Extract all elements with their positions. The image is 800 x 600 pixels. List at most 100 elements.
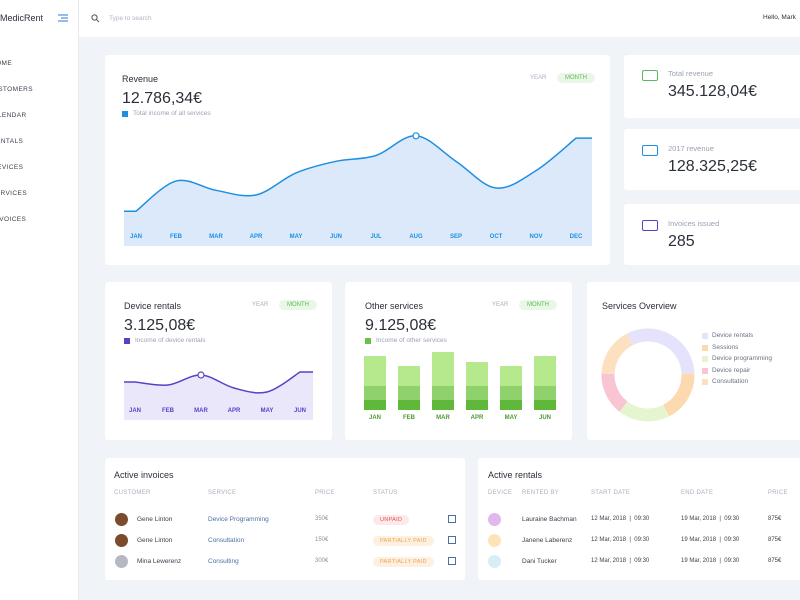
avatar	[115, 555, 128, 568]
legend-label: Device repair	[712, 366, 751, 374]
renter: Lauraine Bachman	[522, 516, 577, 523]
start-date: 12 Mar, 2018 | 09:30	[591, 558, 650, 564]
search-input[interactable]: Type to search	[109, 15, 152, 22]
bar-segment	[432, 352, 454, 386]
legend-label: Device rentals	[712, 332, 754, 339]
card-title: Revenue	[122, 74, 159, 84]
greeting[interactable]: Hello, Mark	[763, 14, 796, 21]
price: 150€	[315, 537, 329, 543]
bar-segment	[364, 400, 386, 410]
x-label: FEB	[170, 234, 183, 240]
open-icon[interactable]	[448, 536, 456, 544]
device-dot	[488, 555, 501, 568]
x-label: MAY	[261, 408, 274, 414]
stat-label: Total revenue	[668, 69, 714, 78]
area	[124, 135, 592, 246]
price: 300€	[315, 558, 329, 564]
service: Device Programming	[208, 516, 269, 523]
toggle-month[interactable]: MONTH	[279, 300, 317, 310]
nav-item: HOME	[0, 60, 13, 67]
amount: 3.125,08€	[124, 317, 196, 334]
x-label: JAN	[129, 408, 141, 414]
legend-swatch	[702, 367, 708, 374]
nav-item: SERVICES	[0, 190, 27, 197]
bar-segment	[500, 366, 522, 386]
price: 875€	[768, 537, 782, 543]
x-label: JUN	[330, 234, 342, 240]
bar-segment	[466, 362, 488, 386]
status-badge: PARTIALLY PAID	[373, 536, 434, 546]
stat-value: 345.128,04€	[668, 83, 757, 100]
x-label: APR	[228, 408, 241, 414]
x-label: MAR	[209, 234, 223, 240]
nav-item: RENTALS	[0, 138, 24, 145]
column-header: STATUS	[373, 490, 398, 496]
start-date: 12 Mar, 2018 | 09:30	[591, 537, 650, 543]
stat-icon	[642, 220, 658, 231]
x-label: OCT	[490, 234, 503, 240]
bar-segment	[534, 400, 556, 410]
legend-swatch	[702, 379, 708, 385]
legend-swatch	[365, 338, 371, 344]
bar-segment	[364, 386, 386, 400]
bar-segment	[364, 356, 386, 386]
bar-segment	[534, 356, 556, 386]
bar-segment	[534, 386, 556, 400]
renter: Janene Laberenz	[522, 537, 573, 544]
column-header: CUSTOMER	[114, 490, 151, 496]
x-label: JAN	[130, 234, 142, 240]
menu-icon[interactable]	[57, 14, 69, 22]
bar-segment	[500, 386, 522, 400]
legend-swatch	[702, 356, 708, 362]
nav-item: CALENDAR	[0, 112, 27, 119]
stat-label: Invoices issued	[668, 219, 720, 228]
x-label: APR	[250, 234, 263, 240]
x-label: NOV	[529, 234, 542, 240]
price: 875€	[768, 516, 782, 522]
x-label: MAR	[436, 415, 450, 421]
legend-swatch	[702, 344, 708, 351]
renter: Dani Tucker	[522, 558, 557, 565]
bar-segment	[500, 400, 522, 410]
amount: 12.786,34€	[122, 90, 203, 107]
legend-swatch	[124, 338, 130, 344]
x-label: FEB	[162, 408, 175, 414]
x-label: JUL	[370, 234, 382, 240]
bar-segment	[466, 400, 488, 410]
toggle-month[interactable]: MONTH	[519, 300, 557, 310]
brand: MedicRent	[0, 13, 44, 23]
toggle-month[interactable]: MONTH	[557, 73, 595, 83]
toggle-year: YEAR	[252, 302, 269, 308]
x-label: JUN	[294, 408, 306, 414]
search-icon	[91, 14, 100, 23]
legend-label: Consultation	[712, 378, 749, 385]
stat-card	[624, 55, 800, 118]
open-icon[interactable]	[448, 557, 456, 565]
sidebar	[0, 0, 79, 600]
customer: Gene Linton	[137, 516, 173, 523]
x-label: APR	[471, 415, 484, 421]
x-label: AUG	[409, 234, 423, 240]
end-date: 19 Mar, 2018 | 09:30	[681, 516, 740, 522]
stat-value: 128.325,25€	[668, 158, 757, 175]
legend-label: Sessions	[712, 343, 739, 351]
card-title: Services Overview	[602, 301, 677, 311]
donut-segment	[626, 328, 695, 375]
donut-segment	[619, 401, 670, 422]
bar-segment	[466, 386, 488, 400]
avatar	[115, 513, 128, 526]
bar-segment	[432, 400, 454, 410]
open-icon[interactable]	[448, 515, 456, 523]
legend-label: Income of device rentals	[135, 337, 206, 344]
toggle-year: YEAR	[492, 302, 509, 308]
column-header: PRICE	[768, 490, 788, 496]
table-title: Active invoices	[114, 470, 174, 480]
x-label: JUN	[539, 415, 551, 421]
price: 350€	[315, 516, 329, 522]
column-header: DEVICE	[488, 490, 513, 496]
stat-icon	[642, 70, 658, 81]
bar-segment	[398, 366, 420, 386]
